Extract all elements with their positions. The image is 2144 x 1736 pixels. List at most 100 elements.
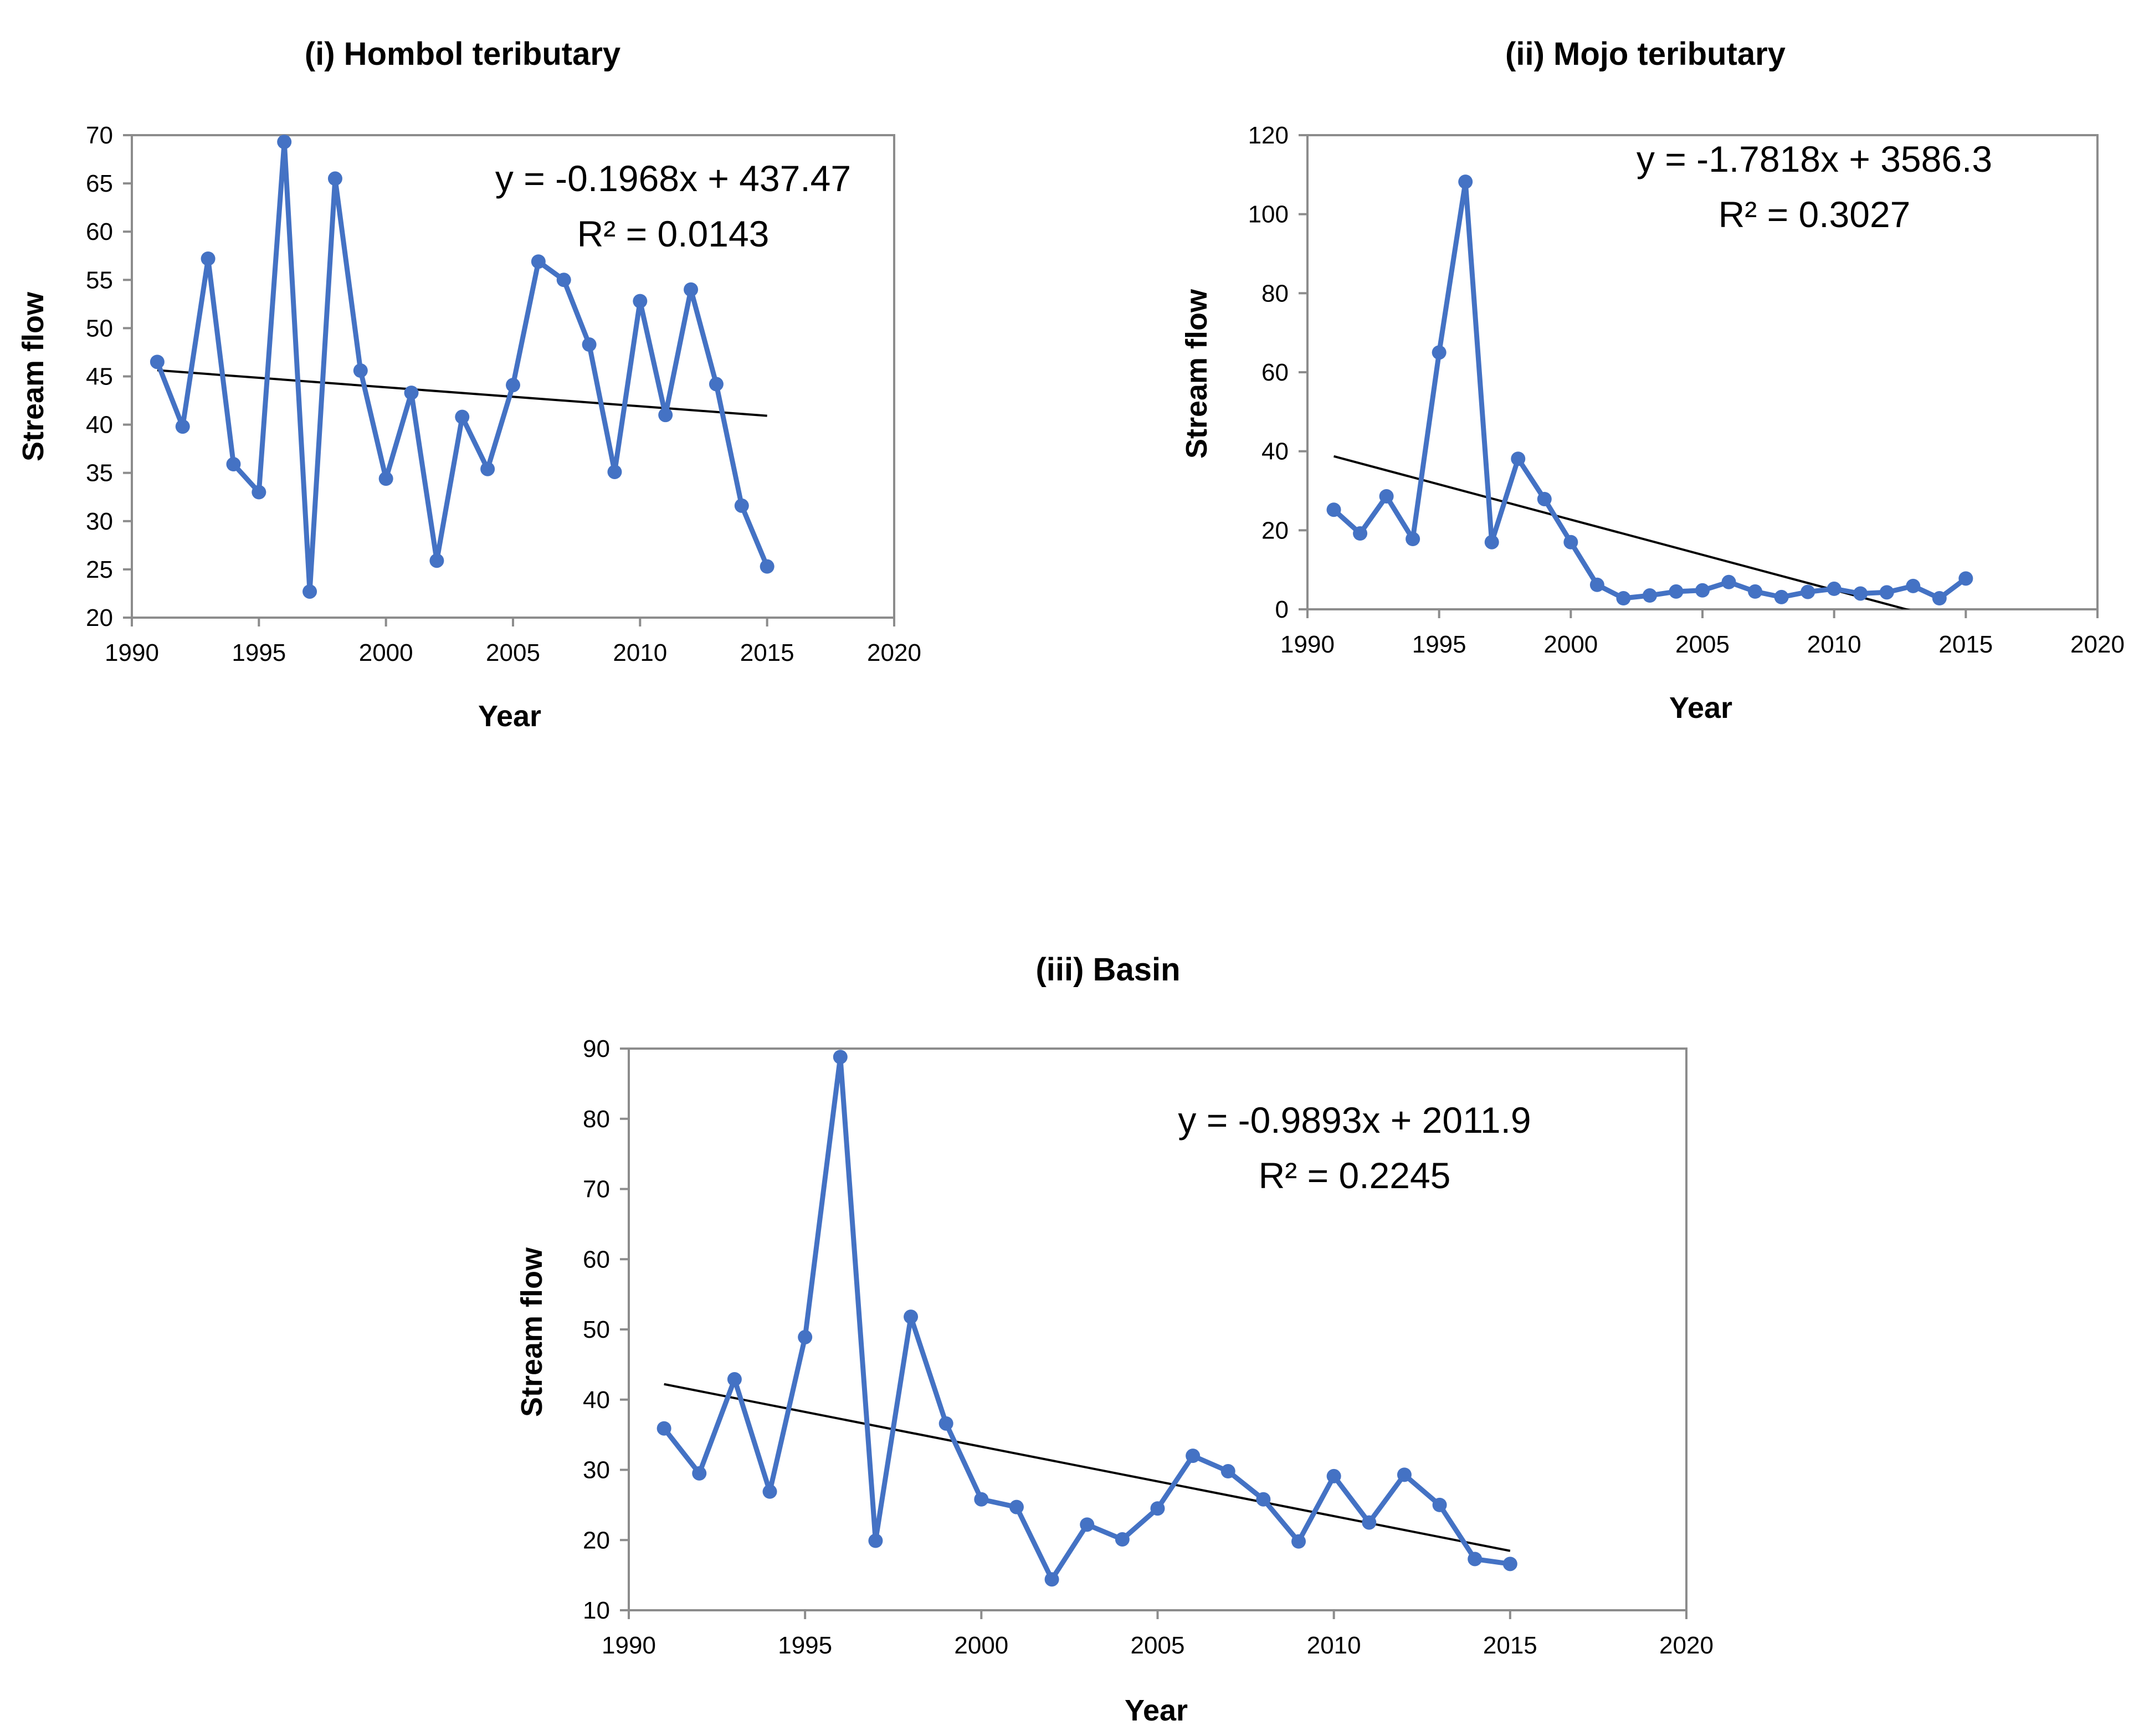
- x-tick-label: 1995: [232, 639, 286, 666]
- data-point: [378, 471, 393, 486]
- x-tick-label: 2005: [1131, 1632, 1185, 1659]
- y-tick-label: 65: [86, 170, 113, 197]
- data-point: [1906, 578, 1921, 593]
- data-point: [1362, 1515, 1377, 1530]
- data-point: [762, 1484, 777, 1499]
- data-point: [252, 485, 266, 500]
- x-tick-label: 2015: [1938, 631, 1993, 658]
- data-point: [1801, 584, 1815, 599]
- data-point: [1563, 535, 1578, 549]
- y-tick-label: 80: [1261, 280, 1289, 307]
- data-point: [727, 1372, 742, 1386]
- data-point: [150, 355, 165, 369]
- y-tick-label: 35: [86, 460, 113, 487]
- data-point: [1432, 1497, 1447, 1512]
- x-tick-label: 2015: [740, 639, 794, 666]
- x-tick-label: 2000: [1543, 631, 1598, 658]
- trend-r-squared: R² = 0.0143: [577, 213, 770, 254]
- data-point: [1589, 577, 1604, 592]
- data-point: [1291, 1534, 1306, 1549]
- data-point: [1827, 581, 1842, 596]
- data-point: [1458, 174, 1473, 189]
- chart-title: (ii) Mojo teributary: [1505, 36, 1786, 72]
- data-point: [302, 584, 317, 599]
- x-tick-label: 2020: [1659, 1632, 1714, 1659]
- data-point: [1616, 591, 1631, 606]
- y-tick-label: 0: [1275, 596, 1289, 623]
- y-tick-label: 50: [86, 315, 113, 342]
- data-point: [1484, 535, 1499, 549]
- y-tick-label: 80: [583, 1106, 610, 1133]
- data-point: [760, 559, 774, 574]
- data-point: [1379, 489, 1394, 504]
- data-point: [868, 1533, 883, 1548]
- x-tick-label: 2005: [486, 639, 540, 666]
- y-tick-label: 120: [1248, 122, 1289, 149]
- data-point: [1502, 1557, 1517, 1571]
- data-point: [1879, 585, 1894, 600]
- y-axis-title: Stream flow: [1180, 289, 1213, 459]
- data-point: [1432, 345, 1447, 360]
- x-tick-label: 1990: [105, 639, 159, 666]
- data-point: [684, 282, 699, 297]
- data-point: [734, 498, 749, 513]
- data-point: [1958, 571, 1973, 586]
- x-axis-title: Year: [1125, 1694, 1188, 1727]
- x-tick-label: 2020: [2070, 631, 2125, 658]
- data-point: [1186, 1449, 1201, 1463]
- trend-equation: y = -0.1968x + 437.47: [495, 158, 851, 199]
- data-point: [455, 409, 470, 424]
- x-tick-label: 1990: [602, 1632, 656, 1659]
- data-point: [1115, 1532, 1130, 1547]
- y-axis-title: Stream flow: [17, 291, 50, 461]
- data-point: [429, 553, 444, 568]
- chart-title: (iii) Basin: [1035, 952, 1180, 988]
- data-point: [1511, 451, 1526, 466]
- data-point: [480, 461, 495, 476]
- y-tick-label: 60: [1261, 359, 1289, 386]
- data-point: [1256, 1492, 1271, 1507]
- x-axis-title: Year: [478, 700, 541, 733]
- data-point: [1932, 591, 1947, 606]
- x-tick-label: 2000: [359, 639, 413, 666]
- data-point: [1326, 502, 1341, 517]
- data-point: [656, 1421, 671, 1436]
- x-tick-label: 2005: [1675, 631, 1730, 658]
- data-point: [633, 294, 648, 309]
- data-point: [506, 378, 520, 393]
- y-tick-label: 10: [583, 1597, 610, 1624]
- data-point: [1326, 1468, 1341, 1483]
- data-point: [1774, 589, 1789, 604]
- y-tick-label: 20: [86, 604, 113, 631]
- data-point: [1721, 574, 1736, 589]
- data-point: [974, 1492, 989, 1507]
- data-point: [1353, 526, 1368, 541]
- y-tick-label: 25: [86, 556, 113, 583]
- y-tick-label: 100: [1248, 201, 1289, 228]
- x-tick-label: 1990: [1280, 631, 1335, 658]
- y-tick-label: 60: [86, 218, 113, 245]
- y-tick-label: 20: [1261, 517, 1289, 544]
- x-tick-label: 1995: [778, 1632, 832, 1659]
- x-tick-label: 1995: [1412, 631, 1466, 658]
- data-point: [1397, 1467, 1412, 1482]
- x-tick-label: 2000: [954, 1632, 1008, 1659]
- series-line: [155, 139, 770, 594]
- chart-panel-hombol: (i) Hombol teributary Stream flow Year y…: [17, 36, 921, 733]
- data-point: [607, 464, 622, 479]
- data-point: [582, 337, 597, 352]
- y-tick-label: 40: [86, 412, 113, 439]
- data-point: [1642, 588, 1657, 603]
- chart-title: (i) Hombol teributary: [305, 36, 620, 72]
- data-point: [556, 273, 571, 287]
- chart-panel-basin: (iii) Basin Stream flow Year y = -0.9893…: [515, 952, 1714, 1727]
- y-tick-label: 50: [583, 1316, 610, 1343]
- trend-r-squared: R² = 0.2245: [1259, 1155, 1451, 1196]
- x-tick-label: 2010: [1807, 631, 1861, 658]
- y-tick-label: 70: [583, 1176, 610, 1203]
- y-axis-title: Stream flow: [515, 1247, 548, 1417]
- y-tick-label: 90: [583, 1035, 610, 1062]
- data-point: [1853, 586, 1868, 601]
- data-point: [833, 1050, 848, 1065]
